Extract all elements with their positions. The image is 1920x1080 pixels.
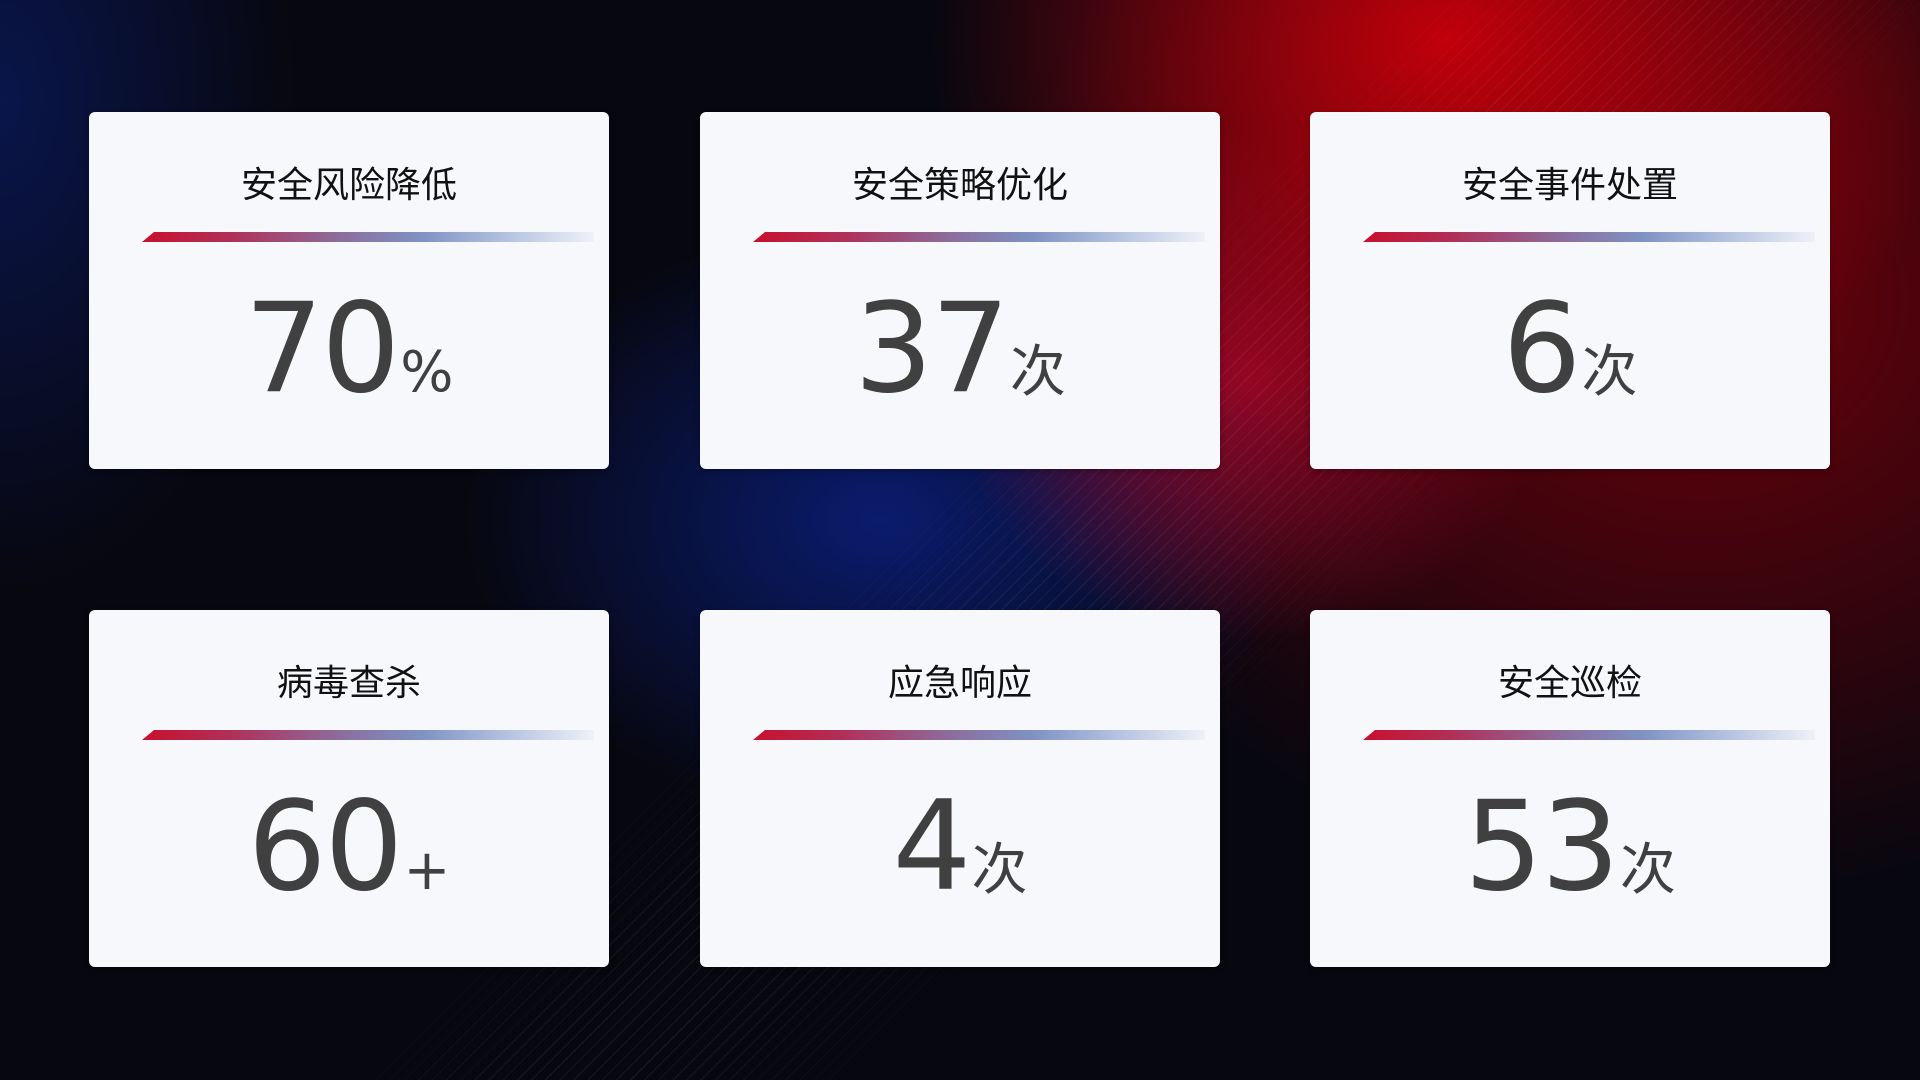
stat-card-virus-removal: 病毒查杀 60+ [89,610,609,967]
gradient-divider [142,232,594,242]
gradient-divider [753,232,1205,242]
gradient-divider [142,730,594,740]
card-title: 病毒查杀 [276,663,421,704]
card-value: 60+ [89,775,609,919]
value-unit: 次 [1009,340,1066,405]
value-number: 6 [1502,277,1582,421]
stat-card-incident-handling: 安全事件处置 6次 [1310,112,1830,469]
card-title: 应急响应 [887,663,1032,704]
value-number: 53 [1464,775,1620,919]
card-title: 安全事件处置 [1461,165,1678,206]
value-number: 4 [892,775,972,919]
gradient-divider [1363,730,1815,740]
value-unit: 次 [971,838,1028,903]
stat-card-risk-reduction: 安全风险降低 70% [89,112,609,469]
value-unit: 次 [1581,340,1638,405]
value-number: 37 [854,277,1010,421]
value-unit: % [400,340,454,405]
gradient-divider [753,730,1205,740]
card-value: 53次 [1310,775,1830,919]
card-value: 4次 [700,775,1220,919]
stat-card-policy-optimization: 安全策略优化 37次 [700,112,1220,469]
card-value: 6次 [1310,277,1830,421]
stat-card-security-patrol: 安全巡检 53次 [1310,610,1830,967]
value-unit: + [403,838,451,903]
stat-card-emergency-response: 应急响应 4次 [700,610,1220,967]
card-title: 安全策略优化 [851,165,1068,206]
gradient-divider [1363,232,1815,242]
card-value: 70% [89,277,609,421]
value-unit: 次 [1619,838,1676,903]
value-number: 70 [244,277,400,421]
card-title: 安全巡检 [1497,663,1642,704]
card-title: 安全风险降低 [240,165,457,206]
card-value: 37次 [700,277,1220,421]
value-number: 60 [247,775,404,919]
